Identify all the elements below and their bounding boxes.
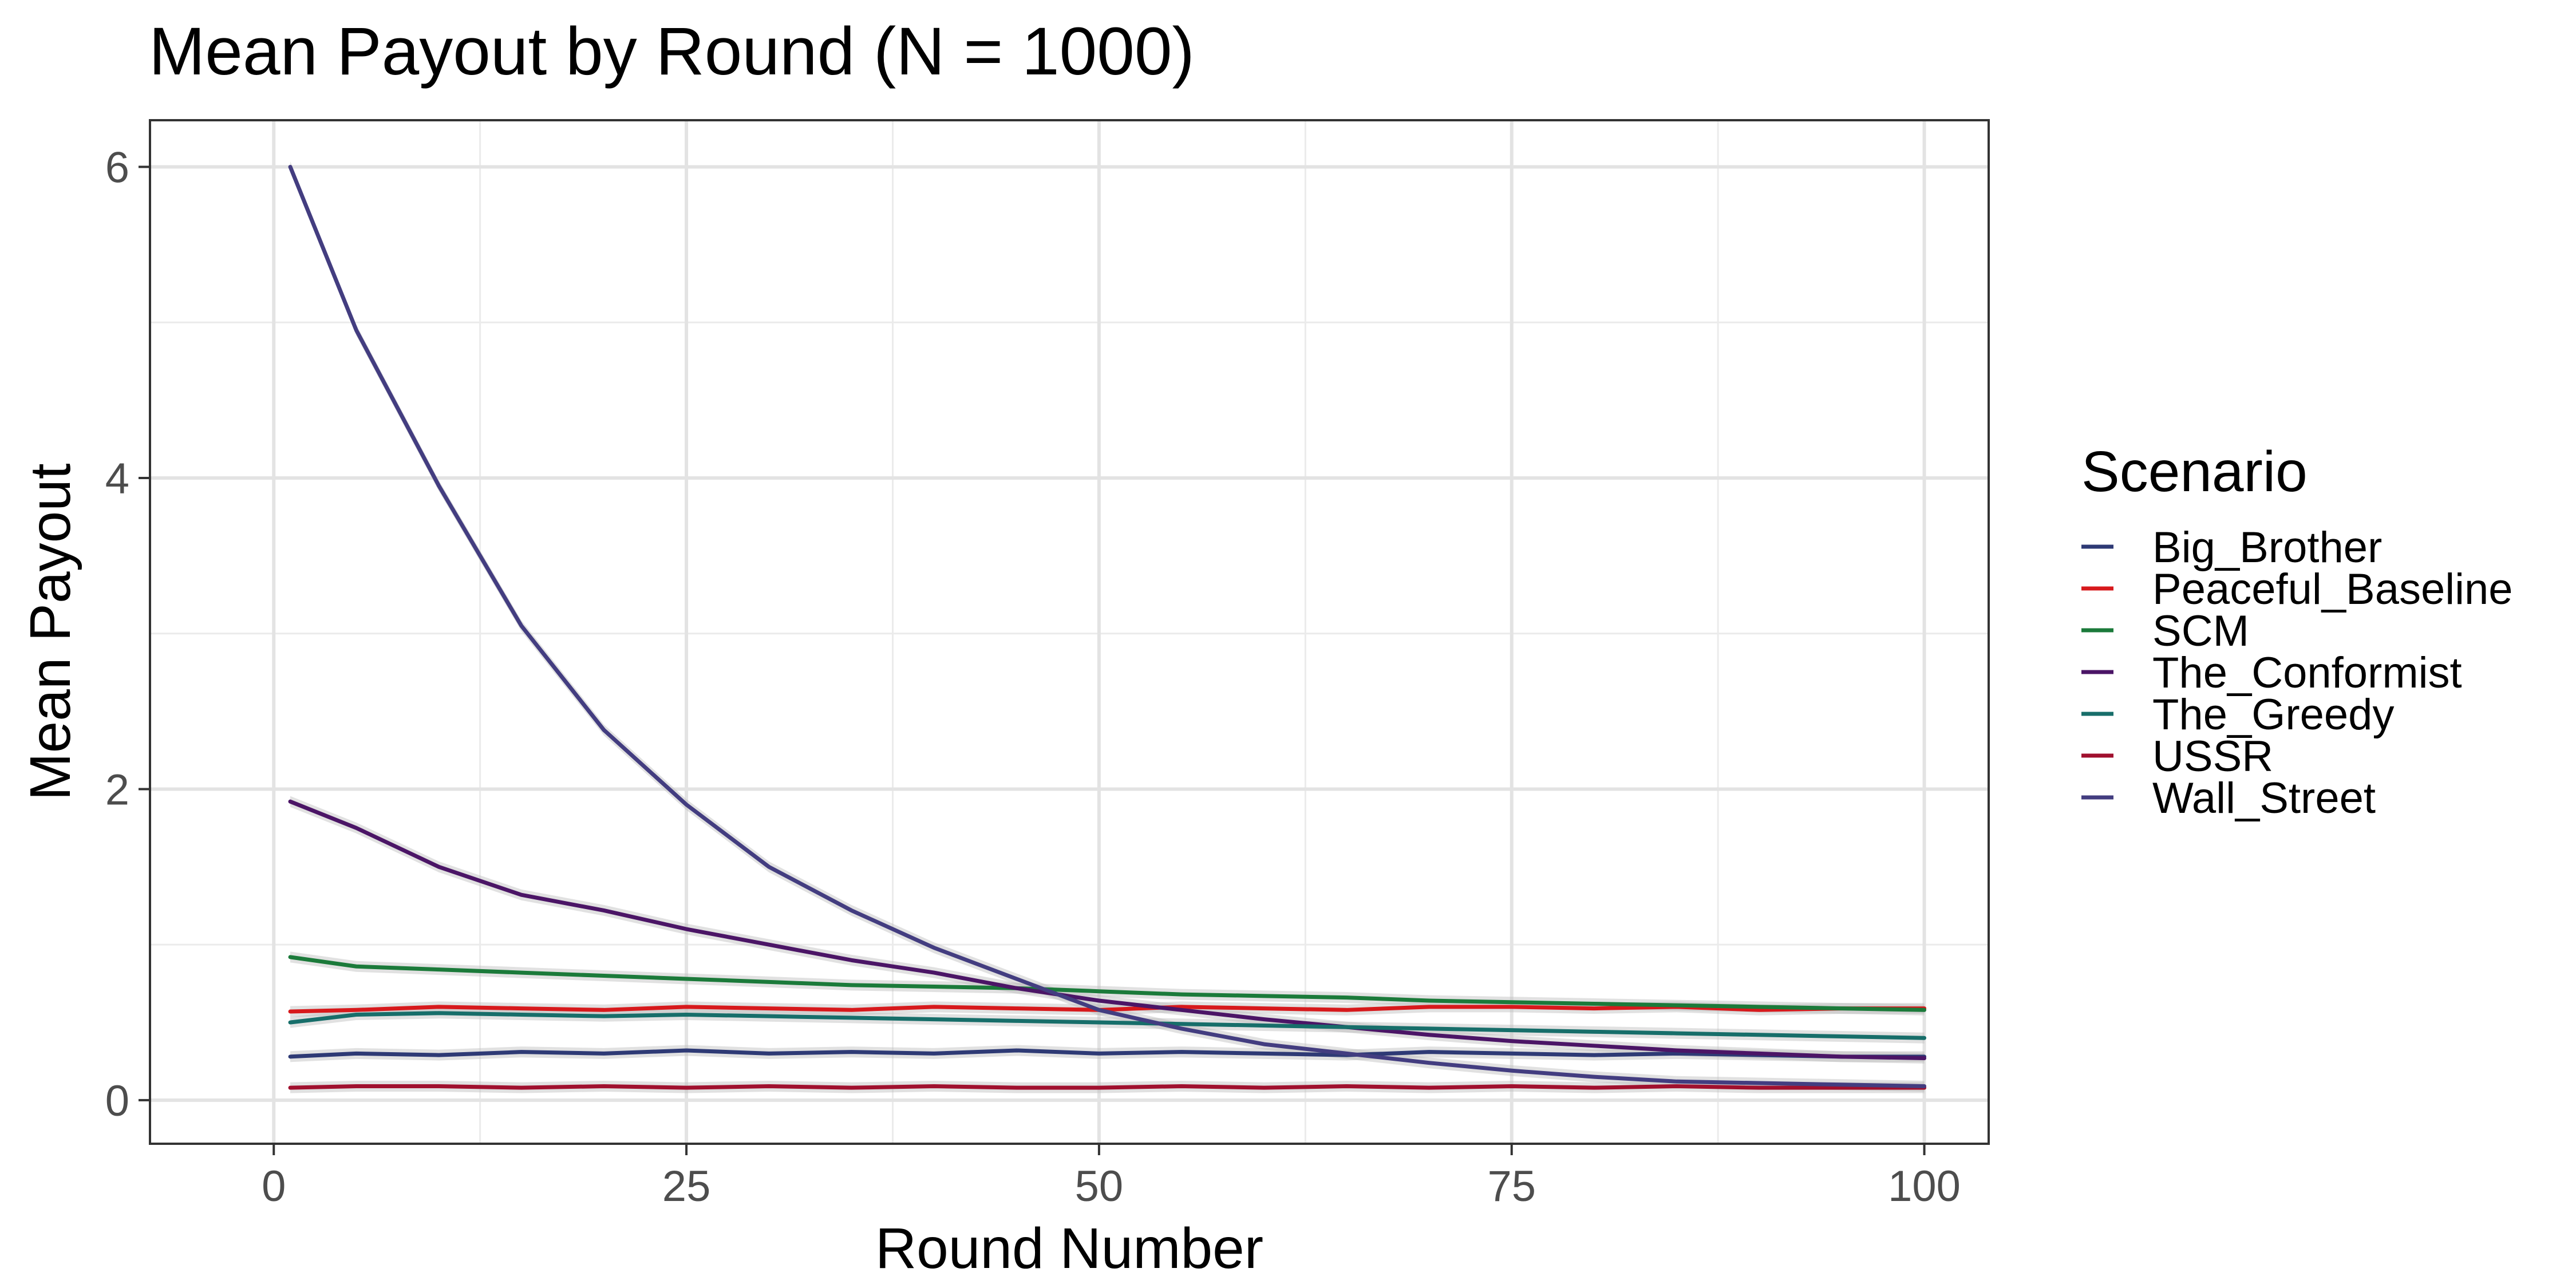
legend: Scenario Big_BrotherPeaceful_BaselineSCM… [2081, 440, 2513, 823]
x-axis-title: Round Number [875, 1216, 1263, 1281]
legend-label-Wall_Street: Wall_Street [2152, 774, 2376, 823]
y-tick-label: 0 [105, 1077, 129, 1125]
y-tick-label: 4 [105, 455, 129, 503]
legend-items: Big_BrotherPeaceful_BaselineSCMThe_Confo… [2081, 523, 2513, 823]
line-The_Greedy [288, 1011, 1927, 1040]
x-tick-label: 75 [1487, 1162, 1536, 1211]
legend-label-Big_Brother: Big_Brother [2152, 523, 2382, 572]
series-lines [288, 165, 1927, 1090]
plot-border [149, 119, 1990, 1145]
legend-label-The_Greedy: The_Greedy [2152, 690, 2394, 739]
x-tick-label: 100 [1888, 1162, 1961, 1211]
chart-title: Mean Payout by Round (N = 1000) [149, 14, 1195, 89]
legend-label-Peaceful_Baseline: Peaceful_Baseline [2152, 565, 2513, 614]
x-tick-label: 25 [662, 1162, 711, 1211]
x-tick-label: 50 [1075, 1162, 1124, 1211]
y-axis-title: Mean Payout [18, 463, 82, 800]
line-Big_Brother [288, 1048, 1927, 1059]
y-tick-label: 2 [105, 765, 129, 814]
line-The_Conformist [288, 799, 1927, 1061]
x-axis: 0 25 50 75 100 [262, 1144, 1961, 1211]
x-tick-label: 0 [262, 1162, 286, 1211]
line-USSR [288, 1084, 1927, 1090]
legend-label-USSR: USSR [2152, 732, 2273, 781]
line-SCM [288, 955, 1927, 1012]
y-tick-label: 6 [105, 144, 129, 192]
legend-label-SCM: SCM [2152, 607, 2249, 655]
legend-title: Scenario [2081, 440, 2308, 504]
ribbon-SCM [290, 951, 1925, 1016]
line-Wall_Street [288, 165, 1927, 1088]
grid-minor [150, 120, 1989, 1144]
y-axis: 0 2 4 6 [105, 144, 150, 1125]
grid-major [150, 120, 1989, 1144]
plot-panel [150, 120, 1989, 1144]
legend-label-The_Conformist: The_Conformist [2152, 649, 2462, 697]
